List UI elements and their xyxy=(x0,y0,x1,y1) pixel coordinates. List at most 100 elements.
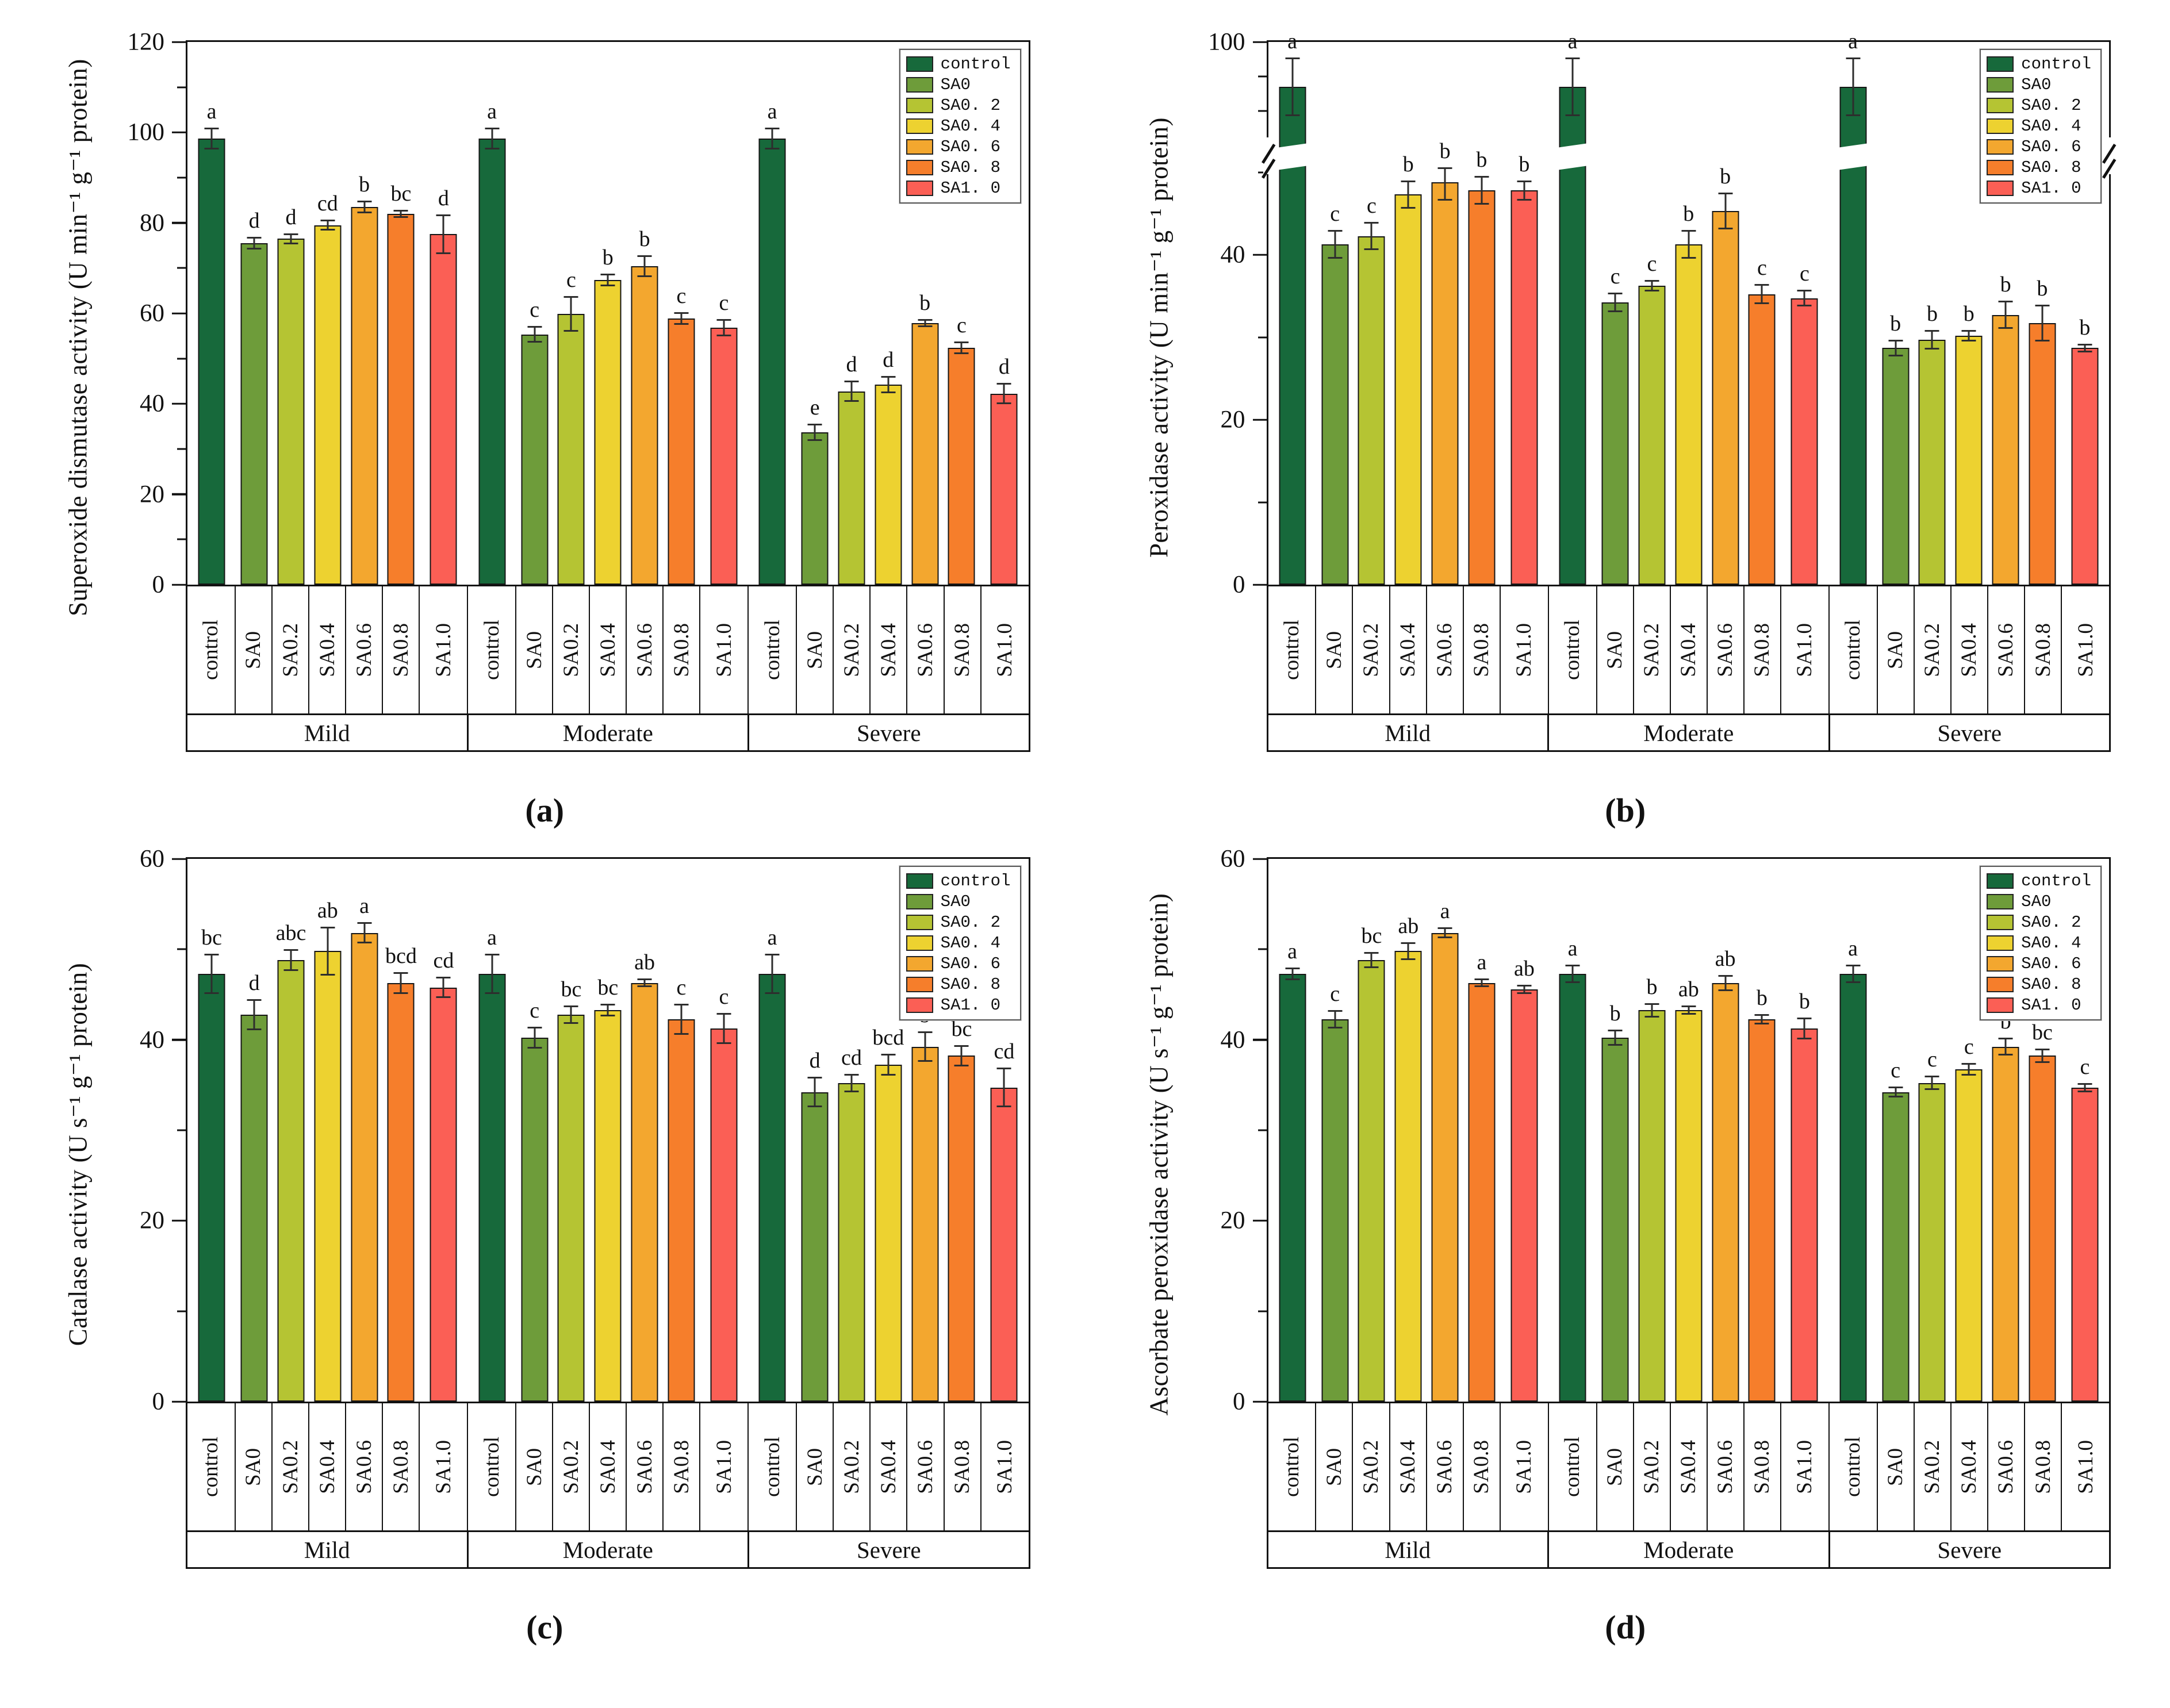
bar xyxy=(1601,1037,1629,1402)
legend-swatch xyxy=(1987,935,2014,951)
x-tick-label: SA1.0 xyxy=(700,586,747,713)
error-bar-cap xyxy=(283,969,298,971)
error-bar-cap xyxy=(844,1090,859,1092)
error-bar-cap xyxy=(918,325,933,327)
x-tick-label-text: SA0.2 xyxy=(1359,623,1383,677)
error-bar xyxy=(680,1005,683,1033)
error-bar xyxy=(1444,169,1446,199)
significance-letter: b xyxy=(1402,152,1414,176)
x-tick-label: SA0.8 xyxy=(945,1403,982,1530)
legend-item: SA0. 8 xyxy=(906,158,1011,177)
error-bar-cap xyxy=(807,423,822,425)
error-bar-cap xyxy=(357,942,372,944)
error-bar-cap xyxy=(1565,57,1580,60)
bar-slot: c xyxy=(1743,42,1780,585)
y-tick-label: 0 xyxy=(152,1388,165,1415)
error-bar xyxy=(2084,1085,2086,1091)
error-bar-cap xyxy=(716,318,731,321)
y-axis-label: Catalase activity (U s⁻¹ g⁻¹ protein) xyxy=(63,962,93,1346)
bar-slot: c xyxy=(1780,42,1828,585)
significance-letter: bc xyxy=(561,977,582,1002)
error-bar-cap xyxy=(436,252,451,255)
error-bar-cap xyxy=(320,973,335,976)
legend-label: SA0. 8 xyxy=(940,158,1001,177)
error-bar xyxy=(1370,223,1372,249)
bar xyxy=(1748,1019,1776,1402)
legend-item: SA0. 2 xyxy=(906,913,1011,932)
error-bar-cap xyxy=(2077,344,2092,346)
x-tick-label: SA0.6 xyxy=(627,1403,664,1530)
bar-slot: b xyxy=(1987,42,2024,585)
y-tick-label: 20 xyxy=(1220,406,1245,433)
bar xyxy=(668,318,695,585)
axis-break-bar-gap xyxy=(1275,143,1309,171)
error-bar-cap xyxy=(436,996,451,999)
y-tick xyxy=(172,312,186,314)
bar xyxy=(631,266,658,585)
bar xyxy=(801,1092,829,1402)
y-tick-label: 60 xyxy=(1220,845,1245,873)
error-bar-cap xyxy=(918,318,933,321)
plot-wrap: 0 20 40 100 a c c b b b b a c c b b c c a b b b b b b control SA0 S… xyxy=(1208,30,2116,752)
x-tick-label-text: SA1.0 xyxy=(431,623,455,677)
error-bar-cap xyxy=(1285,978,1300,980)
bar-slot: c xyxy=(1950,859,1987,1402)
x-tick-label: SA0.2 xyxy=(273,586,310,713)
error-bar-cap xyxy=(247,999,262,1001)
x-tick-label: SA1.0 xyxy=(1781,586,1828,713)
bar xyxy=(387,982,415,1402)
bar xyxy=(838,391,865,585)
bar xyxy=(1839,973,1867,1402)
error-bar-cap xyxy=(563,1005,578,1008)
error-bar xyxy=(1852,59,1854,115)
group-label: Mild xyxy=(1268,715,1549,750)
legend-item: SA1. 0 xyxy=(906,179,1011,198)
significance-letter: b xyxy=(919,290,931,315)
x-tick-label: SA0 xyxy=(797,1403,834,1530)
legend-swatch xyxy=(906,118,933,134)
error-bar-cap xyxy=(1328,1026,1343,1028)
x-tick-label: SA0.6 xyxy=(1988,586,2026,713)
group-section: adcdbcdbbccd xyxy=(748,859,1029,1402)
error-bar xyxy=(1803,1019,1805,1038)
error-bar-cap xyxy=(1364,952,1379,954)
error-bar xyxy=(1651,1004,1653,1016)
x-tick-label-text: control xyxy=(1561,1437,1585,1497)
legend-label: control xyxy=(940,55,1011,74)
error-bar-cap xyxy=(1998,327,2013,329)
error-bar xyxy=(2084,346,2086,351)
legend-swatch xyxy=(906,997,933,1013)
bar xyxy=(1992,1046,2019,1402)
bar-slot: abc xyxy=(273,859,309,1402)
significance-letter: d xyxy=(438,186,449,210)
x-tick-label: SA0.8 xyxy=(1464,586,1501,713)
legend-swatch xyxy=(906,956,933,972)
x-tick-label-text: SA0 xyxy=(1603,631,1627,669)
significance-letter: b xyxy=(602,245,614,270)
bar-slot: b xyxy=(1390,42,1427,585)
x-tick-label: SA0 xyxy=(1878,586,1915,713)
bar-slot: cd xyxy=(309,42,346,585)
error-bar-cap xyxy=(563,1022,578,1024)
bars-layer: a c bc ab a a ab a b b ab ab b b a c c c b bc c xyxy=(1268,859,2110,1402)
y-tick xyxy=(172,41,186,43)
bar xyxy=(594,1010,622,1402)
x-tick-label: control xyxy=(187,586,236,713)
error-bar xyxy=(1852,966,1854,981)
significance-letter: bc xyxy=(2031,1020,2053,1045)
bar-slot: b xyxy=(1634,859,1670,1402)
error-bar-cap xyxy=(881,1074,896,1076)
bar-slot: e xyxy=(796,42,833,585)
significance-letter: cd xyxy=(994,1039,1015,1064)
bar xyxy=(314,951,342,1402)
bar-slot: ab xyxy=(1390,859,1427,1402)
x-tick-label-text: SA0.6 xyxy=(1433,1440,1457,1494)
bar-slot: bc xyxy=(589,859,626,1402)
legend-swatch xyxy=(1987,77,2014,93)
error-bar-cap xyxy=(1517,985,1532,987)
error-bar xyxy=(1291,59,1294,115)
significance-letter: b xyxy=(2000,272,2011,297)
bar xyxy=(2071,348,2099,585)
x-tick-label: SA0.2 xyxy=(553,1403,591,1530)
